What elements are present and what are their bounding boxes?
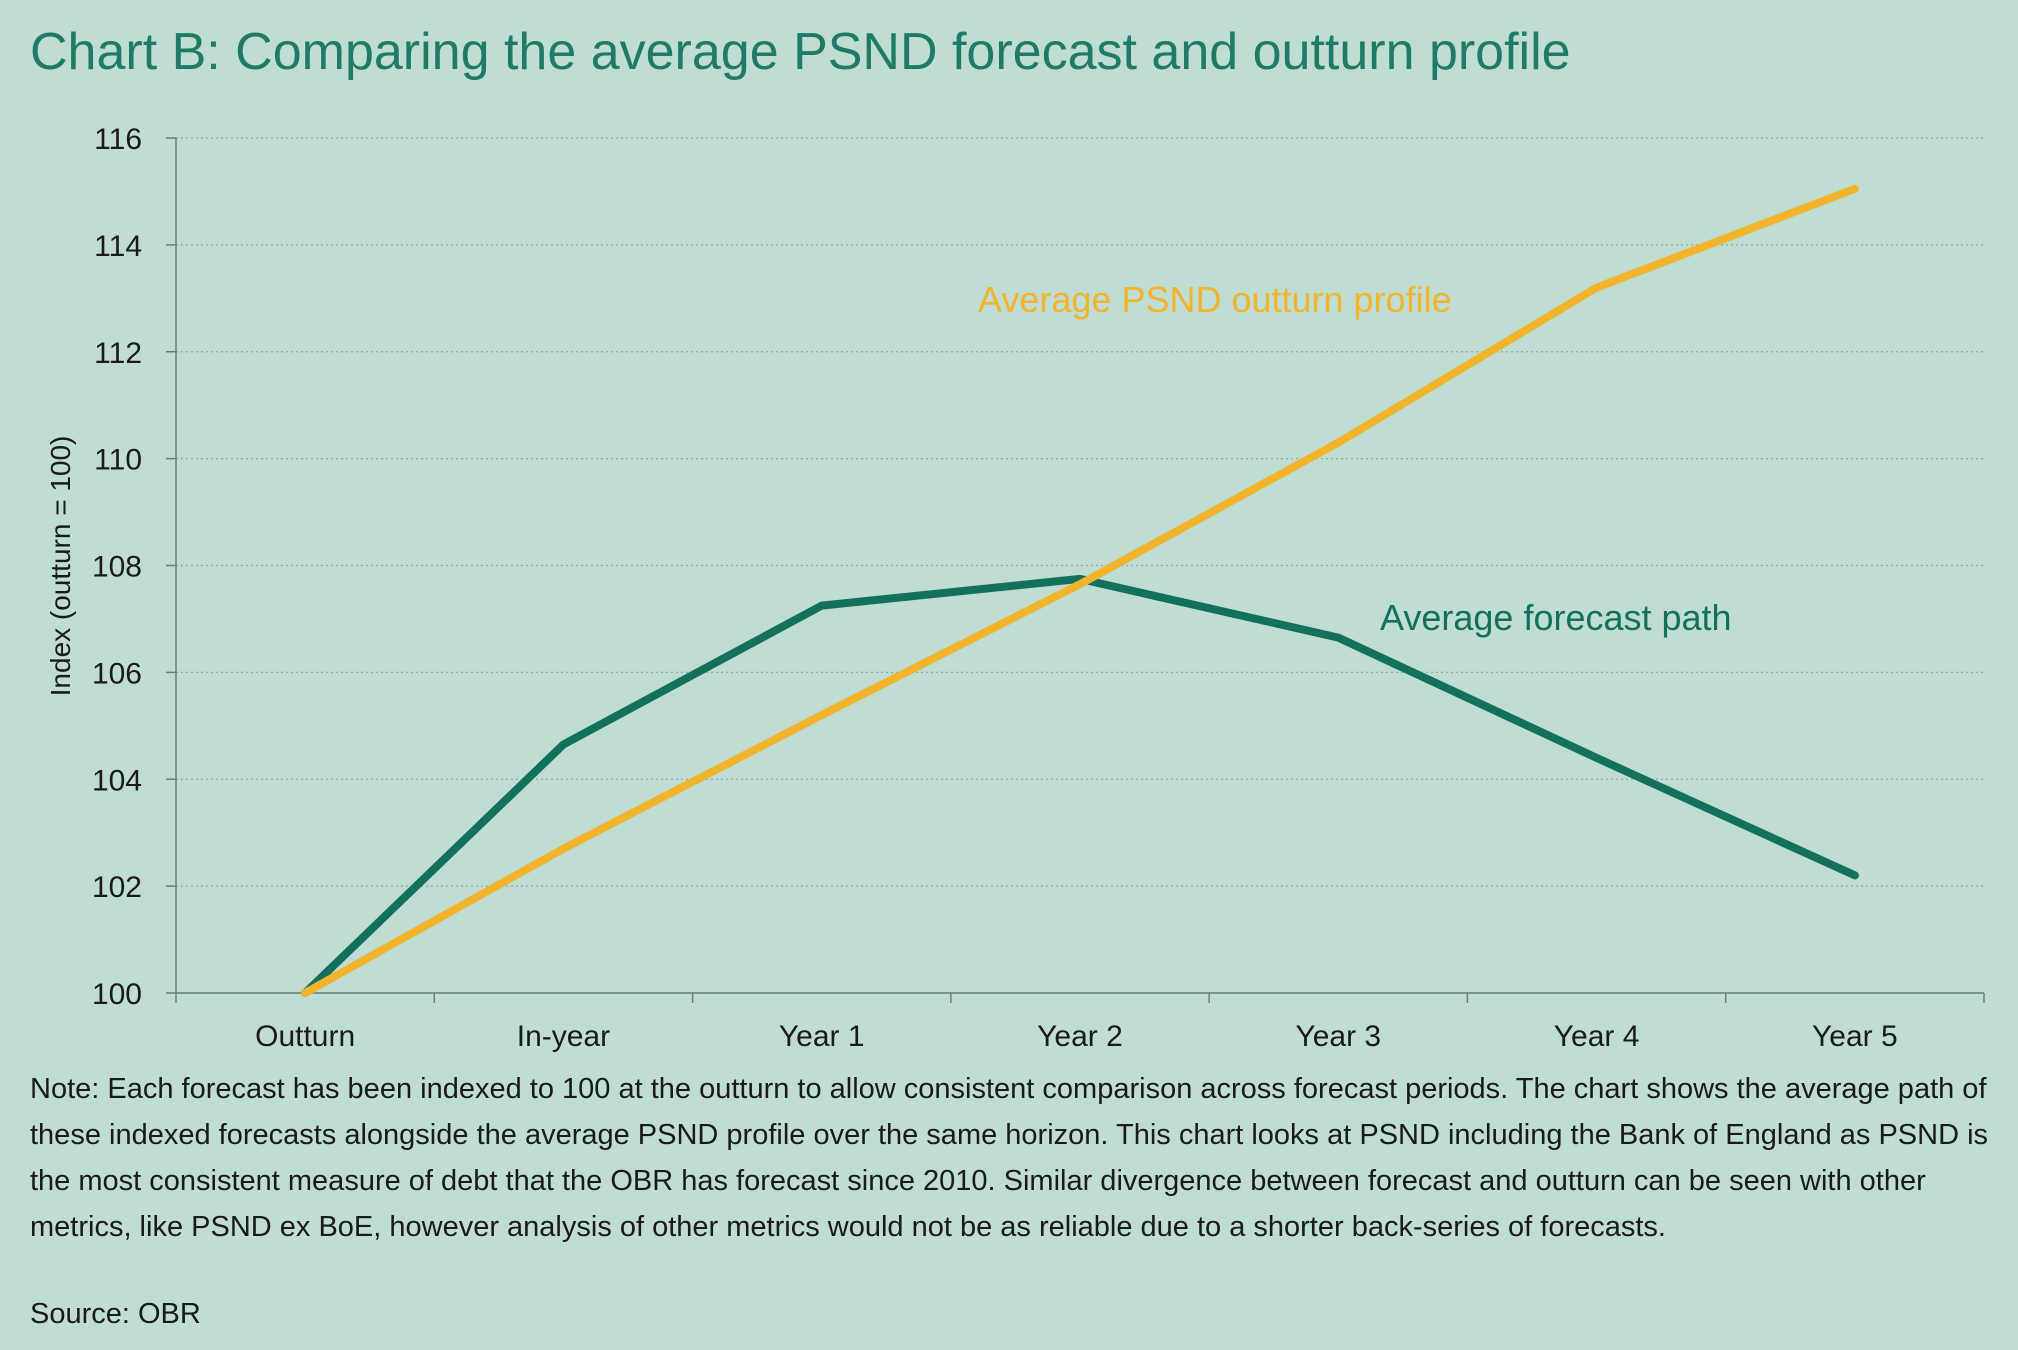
axes [166, 137, 1985, 1003]
outturn-profile-line [301, 184, 1859, 997]
y-tick-label: 114 [94, 230, 142, 263]
x-tick-label: In-year [517, 1020, 610, 1053]
x-tick-label: Year 1 [779, 1020, 865, 1053]
forecast-path-label: Average forecast path [1380, 597, 1732, 638]
y-tick-label: 106 [92, 657, 142, 690]
x-tick-label: Year 4 [1554, 1020, 1640, 1053]
y-tick-label: 108 [92, 551, 142, 584]
y-tick-label: 104 [92, 764, 142, 797]
x-tick-labels: Outturn In-year Year 1 Year 2 Year 3 Year 4 Ye… [255, 1020, 1898, 1053]
y-tick-label: 116 [94, 123, 142, 156]
x-tick-label: Outturn [255, 1020, 355, 1053]
forecast-path-line [301, 574, 1859, 997]
x-tick-label: Year 3 [1295, 1020, 1381, 1053]
chart-source: Source: OBR [30, 1298, 201, 1330]
y-tick-label: 100 [92, 978, 142, 1011]
gridlines [176, 137, 1984, 887]
x-tick-label: Year 5 [1812, 1020, 1898, 1053]
y-tick-labels: 100 102 104 106 108 110 112 114 116 [92, 123, 142, 1011]
y-tick-label: 110 [94, 444, 142, 477]
outturn-profile-label: Average PSND outturn profile [978, 279, 1452, 320]
x-tick-label: Year 2 [1037, 1020, 1123, 1053]
chart-note: Note: Each forecast has been indexed to … [30, 1073, 1989, 1243]
series-lines [301, 184, 1859, 997]
series-labels: Average forecast path Average PSND outtur… [978, 279, 1732, 638]
line-chart: 100 102 104 106 108 110 112 114 116 Outturn In-ye… [45, 123, 1985, 1053]
y-tick-label: 112 [94, 337, 142, 370]
y-axis-title: Index (outturn = 100) [45, 436, 76, 697]
y-tick-label: 102 [92, 871, 142, 904]
chart-title: Chart B: Comparing the average PSND fore… [30, 23, 1571, 81]
